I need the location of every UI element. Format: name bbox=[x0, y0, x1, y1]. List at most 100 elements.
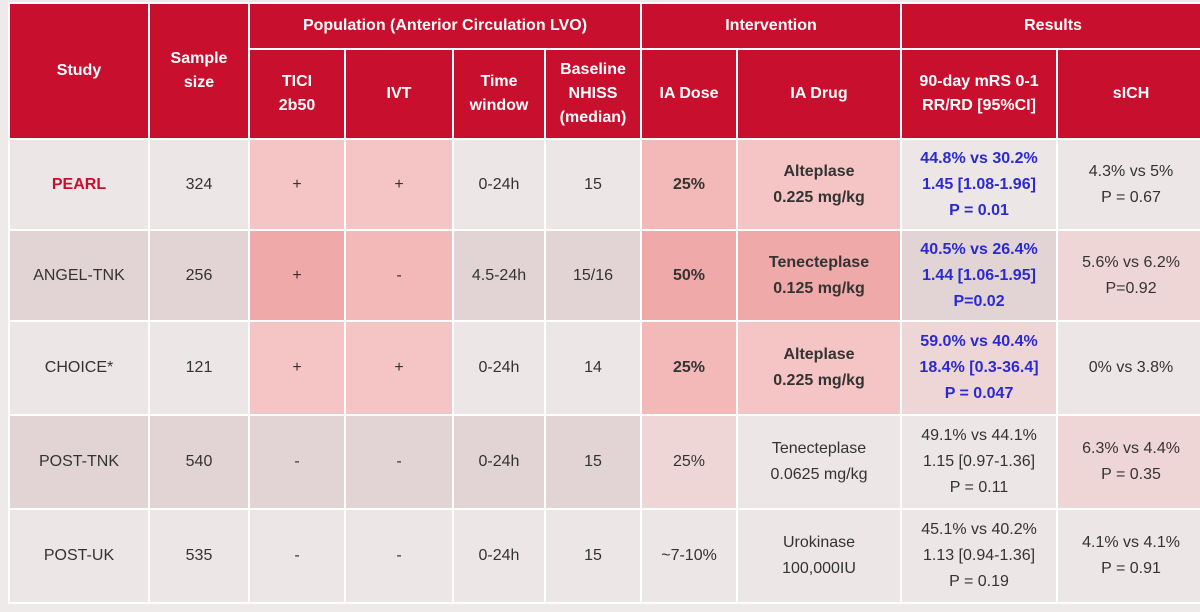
sich-line1: 5.6% vs 6.2% bbox=[1082, 253, 1180, 271]
cell-study: POST-UK bbox=[8, 508, 150, 604]
study-name: PEARL bbox=[51, 175, 107, 193]
drug-dose: 0.225 mg/kg bbox=[773, 372, 865, 389]
header-nihss-line1: Baseline bbox=[560, 61, 626, 78]
cell-drug: Tenecteplase 0.0625 mg/kg bbox=[736, 414, 903, 510]
mrs-line1: 59.0% vs 40.4% bbox=[920, 333, 1038, 350]
cell-dose: 25% bbox=[640, 138, 739, 231]
header-results: Results bbox=[900, 2, 1200, 50]
table-row-pearl: PEARL 324 + + 0-24h 15 25% Alteplase 0.2… bbox=[8, 138, 1200, 231]
header-tici-line1: TICI bbox=[281, 73, 313, 90]
drug-name: Tenecteplase bbox=[768, 253, 870, 271]
cell-tici: - bbox=[248, 414, 346, 510]
cell-mrs: 44.8% vs 30.2% 1.45 [1.08-1.96] P = 0.01 bbox=[900, 138, 1059, 231]
cell-drug: Tenecteplase 0.125 mg/kg bbox=[736, 229, 903, 322]
header-ivt: IVT bbox=[344, 48, 454, 140]
cell-nihss: 15 bbox=[543, 414, 643, 510]
header-time-line1: Time bbox=[480, 73, 518, 90]
mrs-line3: P = 0.047 bbox=[944, 385, 1014, 402]
header-intervention: Intervention bbox=[640, 2, 903, 50]
header-nihss-line3: (median) bbox=[559, 109, 627, 126]
header-mrs-line1: 90-day mRS 0-1 bbox=[919, 73, 1039, 90]
cell-sample: 256 bbox=[148, 229, 250, 322]
drug-dose: 100,000IU bbox=[782, 560, 856, 577]
header-study: Study bbox=[8, 2, 150, 140]
comparison-table-frame: Study Sample size Population (Anterior C… bbox=[8, 2, 1200, 612]
header-mrs: 90-day mRS 0-1 RR/RD [95%CI] bbox=[900, 48, 1059, 140]
cell-nihss: 15 bbox=[543, 138, 643, 231]
mrs-line1: 45.1% vs 40.2% bbox=[921, 521, 1037, 538]
cell-drug: Alteplase 0.225 mg/kg bbox=[736, 138, 903, 231]
mrs-line1: 44.8% vs 30.2% bbox=[920, 149, 1038, 167]
cell-dose: ~7-10% bbox=[640, 508, 739, 604]
header-sample-size: Sample size bbox=[148, 2, 250, 140]
cell-sich: 5.6% vs 6.2% P=0.92 bbox=[1056, 229, 1200, 322]
mrs-line1: 49.1% vs 44.1% bbox=[921, 427, 1037, 444]
cell-tici: + bbox=[248, 320, 346, 416]
cell-sich: 4.3% vs 5% P = 0.67 bbox=[1056, 138, 1200, 231]
mrs-line2: 1.13 [0.94-1.36] bbox=[922, 547, 1036, 564]
cell-dose: 25% bbox=[640, 320, 739, 416]
cell-mrs: 49.1% vs 44.1% 1.15 [0.97-1.36] P = 0.11 bbox=[900, 414, 1059, 510]
cell-mrs: 59.0% vs 40.4% 18.4% [0.3-36.4] P = 0.04… bbox=[900, 320, 1059, 416]
cell-tici: + bbox=[248, 229, 346, 322]
table-row-choice: CHOICE* 121 + + 0-24h 14 25% Alteplase 0… bbox=[8, 320, 1200, 416]
header-baseline-nihss: Baseline NHISS (median) bbox=[543, 48, 643, 140]
cell-ivt: - bbox=[344, 229, 454, 322]
mrs-line1: 40.5% vs 26.4% bbox=[920, 240, 1038, 258]
cell-nihss: 15/16 bbox=[543, 229, 643, 322]
drug-dose: 0.225 mg/kg bbox=[773, 188, 865, 206]
sich-line1: 4.3% vs 5% bbox=[1088, 162, 1174, 180]
header-sich: sICH bbox=[1056, 48, 1200, 140]
cell-sample: 540 bbox=[148, 414, 250, 510]
cell-ivt: - bbox=[344, 508, 454, 604]
header-sample-line1: Sample bbox=[170, 50, 228, 67]
cell-drug: Alteplase 0.225 mg/kg bbox=[736, 320, 903, 416]
cell-time: 0-24h bbox=[452, 508, 546, 604]
cell-time: 0-24h bbox=[452, 138, 546, 231]
cell-tici: + bbox=[248, 138, 346, 231]
mrs-line3: P = 0.19 bbox=[949, 573, 1009, 590]
mrs-line2: 1.15 [0.97-1.36] bbox=[922, 453, 1036, 470]
mrs-line2: 1.45 [1.08-1.96] bbox=[922, 175, 1036, 193]
cell-tici: - bbox=[248, 508, 346, 604]
header-time-window: Time window bbox=[452, 48, 546, 140]
cell-sample: 121 bbox=[148, 320, 250, 416]
mrs-line3: P = 0.11 bbox=[949, 479, 1009, 496]
cell-dose: 50% bbox=[640, 229, 739, 322]
sich-line1: 4.1% vs 4.1% bbox=[1082, 534, 1180, 551]
cell-time: 0-24h bbox=[452, 414, 546, 510]
table-row-post-uk: POST-UK 535 - - 0-24h 15 ~7-10% Urokinas… bbox=[8, 508, 1200, 604]
sich-line2: P = 0.35 bbox=[1101, 466, 1161, 483]
sich-line2: P = 0.91 bbox=[1101, 560, 1161, 577]
header-sample-line2: size bbox=[183, 74, 215, 91]
drug-name: Urokinase bbox=[783, 534, 856, 551]
table-row-angel-tnk: ANGEL-TNK 256 + - 4.5-24h 15/16 50% Tene… bbox=[8, 229, 1200, 322]
table-row-post-tnk: POST-TNK 540 - - 0-24h 15 25% Tenectepla… bbox=[8, 414, 1200, 510]
drug-dose: 0.0625 mg/kg bbox=[770, 466, 868, 483]
header-tici-line2: 2b50 bbox=[278, 97, 316, 114]
header-row-columns: TICI 2b50 IVT Time window Baseline NHISS… bbox=[9, 48, 1200, 140]
cell-sich: 0% vs 3.8% bbox=[1056, 320, 1200, 416]
drug-name: Tenecteplase bbox=[771, 440, 867, 457]
cell-ivt: - bbox=[344, 414, 454, 510]
cell-study: ANGEL-TNK bbox=[8, 229, 150, 322]
drug-name: Alteplase bbox=[783, 346, 855, 363]
cell-study: CHOICE* bbox=[8, 320, 150, 416]
header-mrs-line2: RR/RD [95%CI] bbox=[922, 97, 1036, 114]
cell-sample: 324 bbox=[148, 138, 250, 231]
header-tici: TICI 2b50 bbox=[248, 48, 346, 140]
drug-dose: 0.125 mg/kg bbox=[773, 279, 865, 297]
cell-sich: 6.3% vs 4.4% P = 0.35 bbox=[1056, 414, 1200, 510]
cell-mrs: 40.5% vs 26.4% 1.44 [1.06-1.95] P=0.02 bbox=[900, 229, 1059, 322]
cell-dose: 25% bbox=[640, 414, 739, 510]
mrs-line3: P=0.02 bbox=[953, 292, 1005, 310]
cell-nihss: 15 bbox=[543, 508, 643, 604]
header-time-line2: window bbox=[469, 97, 529, 114]
cell-ivt: + bbox=[344, 320, 454, 416]
mrs-line2: 18.4% [0.3-36.4] bbox=[919, 359, 1039, 376]
cell-drug: Urokinase 100,000IU bbox=[736, 508, 903, 604]
sich-line1: 0% vs 3.8% bbox=[1088, 359, 1174, 376]
cell-nihss: 14 bbox=[543, 320, 643, 416]
mrs-line2: 1.44 [1.06-1.95] bbox=[922, 266, 1036, 284]
header-population: Population (Anterior Circulation LVO) bbox=[247, 2, 643, 50]
